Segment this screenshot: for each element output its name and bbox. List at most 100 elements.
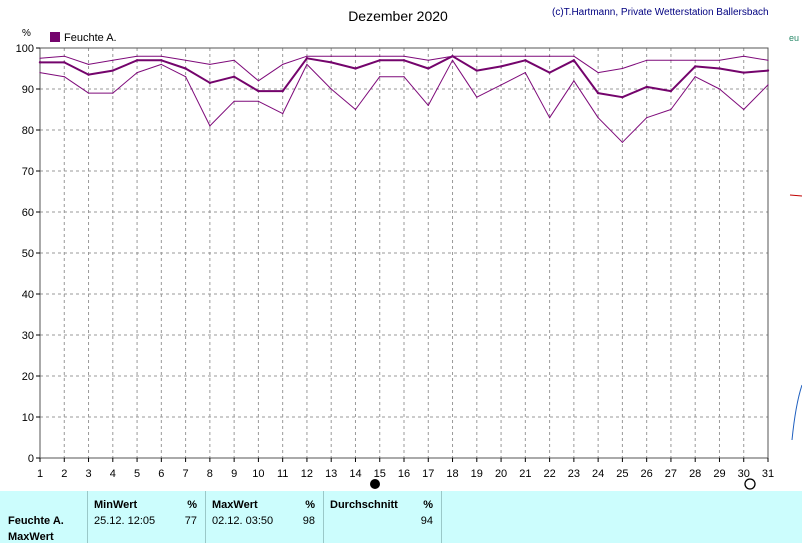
data-point-max — [573, 55, 575, 57]
data-point-max — [136, 55, 138, 57]
statistics-panel: Feuchte A. MaxWert MinWert % 25.12. 12:0… — [0, 491, 802, 543]
data-point-min — [379, 76, 381, 78]
y-tick-label: 70 — [22, 166, 34, 178]
y-tick-label: 0 — [28, 453, 34, 465]
x-tick-label: 22 — [543, 468, 555, 480]
data-point-min — [476, 96, 478, 98]
y-tick-label: 40 — [22, 289, 34, 301]
legend-swatch — [50, 32, 60, 42]
right-edge-fragment-line — [789, 194, 802, 197]
data-point-mean — [330, 61, 333, 64]
data-point-max — [451, 55, 454, 57]
data-point-max — [621, 67, 624, 70]
stats-max-cell: MaxWert % 02.12. 03:50 98 — [206, 491, 324, 543]
x-tick-label: 19 — [471, 468, 483, 480]
x-tick-label: 21 — [519, 468, 531, 480]
x-tick-label: 13 — [325, 468, 337, 480]
data-point-min — [233, 100, 235, 102]
data-point-mean — [669, 89, 673, 93]
legend-label: Feuchte A. — [64, 32, 117, 44]
data-point-max — [233, 59, 235, 61]
data-point-mean — [354, 67, 357, 70]
data-point-mean — [548, 71, 551, 74]
data-point-min — [209, 125, 211, 127]
data-point-max — [524, 55, 526, 57]
data-point-max — [743, 55, 745, 57]
data-point-min — [136, 72, 138, 74]
data-point-mean — [499, 65, 503, 68]
x-tick-label: 20 — [495, 468, 507, 480]
grid-lines — [40, 48, 768, 458]
data-point-min — [427, 104, 429, 106]
data-point-min — [743, 108, 745, 111]
data-point-mean — [378, 59, 381, 62]
y-axis-ticks: 0 10 20 30 40 50 60 70 80 90 100 — [16, 43, 40, 465]
data-point-mean — [742, 71, 745, 74]
data-point-mean — [475, 69, 478, 72]
data-point-mean — [402, 59, 406, 62]
data-point-min — [694, 76, 696, 78]
right-edge-fragment-curve — [791, 384, 802, 441]
x-tick-label: 12 — [301, 468, 313, 480]
data-point-max — [87, 63, 90, 65]
data-point-min — [282, 113, 284, 115]
x-tick-label: 28 — [689, 468, 701, 480]
y-unit-label: % — [22, 28, 31, 39]
stats-avg-header: Durchschnitt — [330, 499, 398, 511]
data-point-max — [597, 72, 599, 74]
x-tick-label: 27 — [665, 468, 677, 480]
x-tick-label: 26 — [641, 468, 653, 480]
x-tick-label: 29 — [713, 468, 725, 480]
stats-avg-value: 94 — [420, 515, 433, 527]
stats-max-value: 98 — [302, 515, 315, 527]
data-point-mean — [305, 57, 309, 60]
data-point-max — [476, 55, 478, 57]
data-point-max — [403, 55, 405, 57]
x-tick-label: 2 — [61, 468, 67, 480]
data-point-max — [379, 55, 381, 57]
data-point-mean — [208, 81, 212, 85]
data-point-min — [354, 108, 357, 111]
x-tick-label: 4 — [110, 468, 116, 480]
data-point-max — [112, 59, 114, 61]
data-point-mean — [160, 59, 163, 62]
data-point-mean — [572, 59, 576, 62]
stats-min-value: 77 — [184, 515, 197, 527]
stats-label-cell: Feuchte A. MaxWert — [0, 491, 88, 543]
data-point-min — [403, 76, 405, 78]
data-point-max — [549, 55, 551, 57]
x-tick-label: 23 — [568, 468, 580, 480]
x-tick-label: 1 — [37, 468, 43, 480]
data-point-max — [160, 55, 162, 57]
x-tick-label: 15 — [374, 468, 386, 480]
stats-max-datetime: 02.12. 03:50 — [212, 515, 274, 527]
full-moon-icon — [744, 478, 756, 490]
data-point-mean — [257, 89, 260, 93]
data-point-mean — [694, 65, 697, 68]
x-tick-label: 16 — [398, 468, 410, 480]
data-point-max — [282, 63, 284, 65]
stats-min-header: MinWert — [94, 499, 138, 511]
y-tick-label: 10 — [22, 412, 34, 424]
data-point-max — [354, 55, 357, 57]
data-point-max — [427, 59, 429, 61]
data-point-min — [718, 88, 721, 90]
data-point-mean — [38, 61, 42, 64]
data-point-max — [185, 59, 187, 61]
data-point-min — [257, 100, 259, 102]
data-point-min — [39, 72, 41, 74]
data-point-max — [500, 55, 502, 57]
stats-series-label: Feuchte A. — [8, 515, 64, 527]
x-tick-label: 9 — [231, 468, 237, 480]
data-point-mean — [184, 67, 187, 70]
data-point-mean — [135, 59, 139, 62]
data-point-mean — [645, 85, 648, 89]
data-point-min — [646, 117, 648, 119]
x-tick-label: 8 — [207, 468, 213, 480]
credit-text: (c)T.Hartmann, Private Wetterstation Bal… — [552, 7, 769, 18]
x-tick-label: 5 — [134, 468, 140, 480]
data-point-mean — [524, 59, 527, 62]
data-point-mean — [111, 69, 115, 72]
data-point-max — [718, 59, 721, 61]
data-point-mean — [63, 61, 66, 64]
